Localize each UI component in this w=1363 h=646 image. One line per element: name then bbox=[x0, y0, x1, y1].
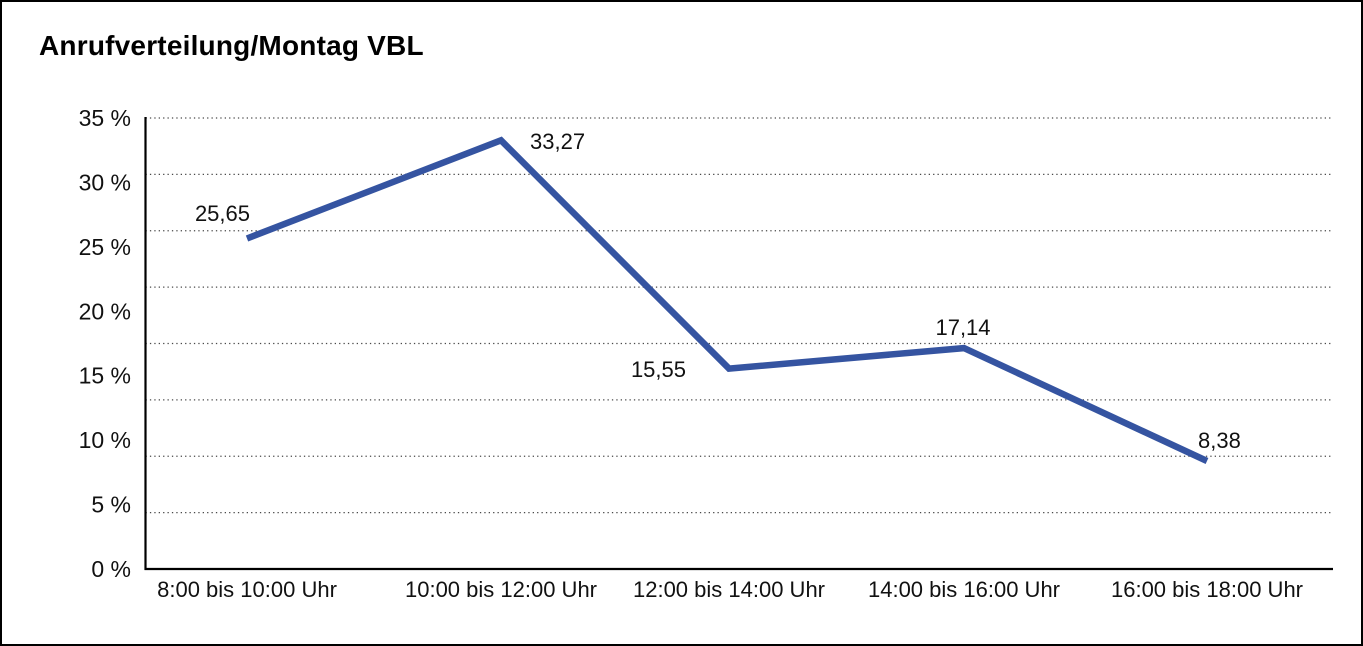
data-line bbox=[245, 136, 1209, 464]
x-axis-category-label: 12:00 bis 14:00 Uhr bbox=[633, 577, 825, 602]
data-point-label: 33,27 bbox=[530, 129, 585, 154]
data-point-label: 8,38 bbox=[1198, 428, 1241, 453]
data-point-label: 17,14 bbox=[935, 315, 990, 340]
y-axis-tick-label: 20 % bbox=[79, 298, 131, 324]
x-axis-category-label: 8:00 bis 10:00 Uhr bbox=[157, 577, 337, 602]
y-axis-tick-label: 30 % bbox=[79, 169, 131, 195]
y-axis-tick-label: 35 % bbox=[79, 105, 131, 131]
x-axis-category-label: 16:00 bis 18:00 Uhr bbox=[1111, 577, 1303, 602]
y-axis-tick-label: 25 % bbox=[79, 234, 131, 260]
x-axis-category-label: 14:00 bis 16:00 Uhr bbox=[868, 577, 1060, 602]
data-point-label: 15,55 bbox=[631, 357, 686, 382]
y-axis-tick-label: 10 % bbox=[79, 427, 131, 453]
y-axis-tick-label: 0 % bbox=[91, 556, 131, 582]
y-axis-tick-label: 15 % bbox=[79, 363, 131, 389]
data-point-label: 25,65 bbox=[195, 201, 250, 226]
y-axis-tick-label: 5 % bbox=[91, 492, 131, 518]
x-axis-category-label: 10:00 bis 12:00 Uhr bbox=[405, 577, 597, 602]
chart-title: Anrufverteilung/Montag VBL bbox=[39, 30, 424, 61]
